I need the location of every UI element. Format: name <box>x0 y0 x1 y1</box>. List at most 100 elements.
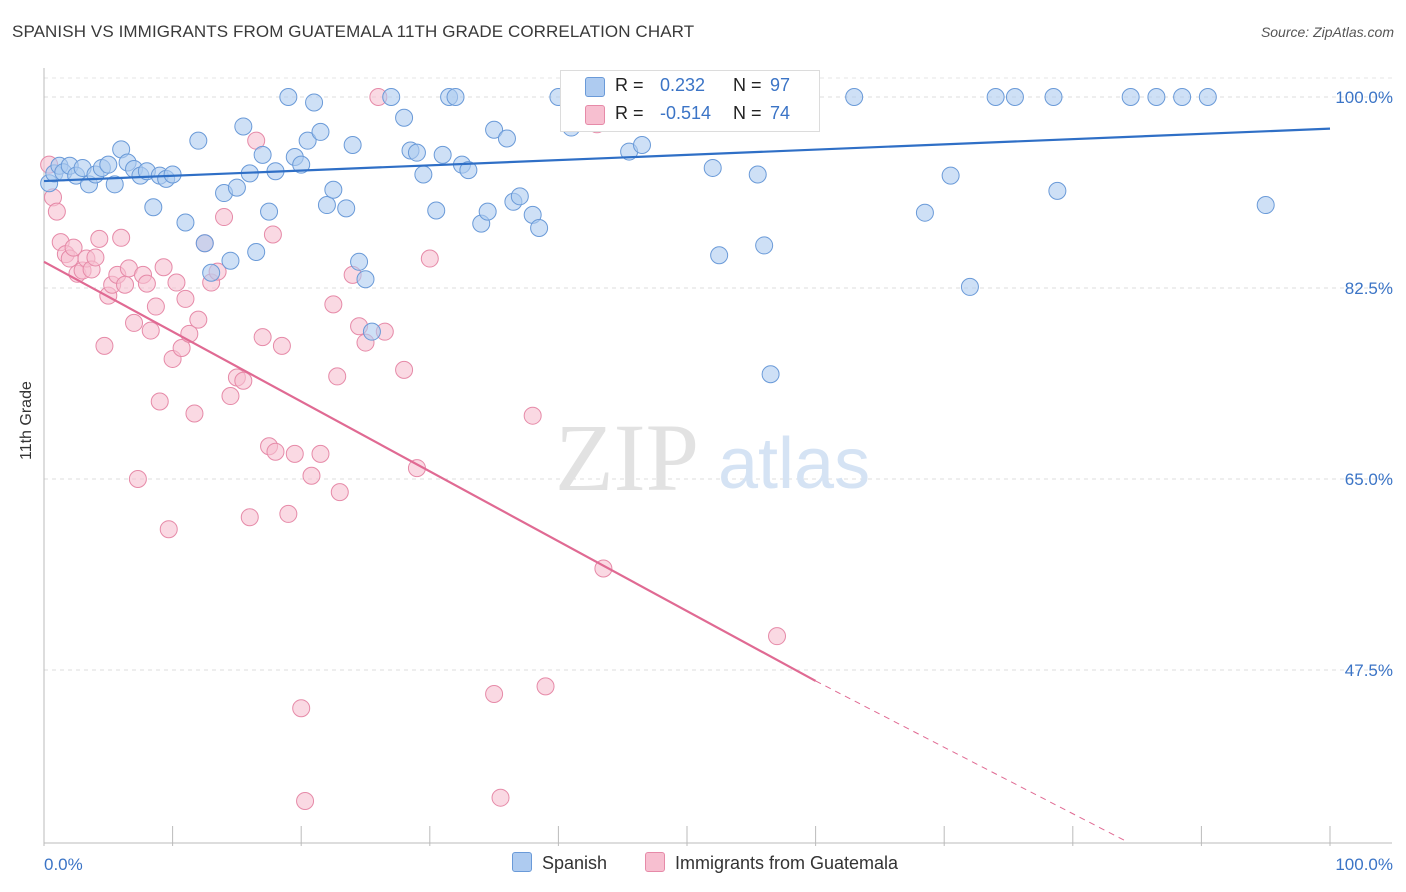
trend-lines <box>43 127 1331 841</box>
legend-n-value: 74 <box>770 103 791 123</box>
data-point-guatemala <box>420 249 439 268</box>
data-point-guatemala <box>536 677 555 696</box>
data-point-spanish <box>1005 88 1024 106</box>
data-point-spanish <box>362 322 381 341</box>
data-point-spanish <box>260 202 279 221</box>
data-point-spanish <box>247 242 266 261</box>
legend-r-label: R = <box>615 75 644 95</box>
data-point-spanish <box>350 252 369 271</box>
data-point-spanish <box>510 187 529 206</box>
data-point-spanish <box>1256 196 1275 215</box>
data-point-guatemala <box>116 275 135 294</box>
data-point-spanish <box>189 131 208 150</box>
data-point-spanish <box>227 178 246 197</box>
data-point-guatemala <box>234 371 253 390</box>
data-point-spanish <box>311 122 330 141</box>
data-point-spanish <box>1121 88 1140 106</box>
data-point-spanish <box>485 120 504 139</box>
data-point-guatemala <box>328 367 347 386</box>
stats-legend: R = 0.232 N = 97 R = -0.514 N = 74 <box>560 70 820 132</box>
data-point-guatemala <box>768 627 787 646</box>
data-point-guatemala <box>215 208 234 227</box>
data-point-spanish <box>176 213 195 232</box>
watermark-zip: ZIP <box>555 404 699 511</box>
data-point-spanish <box>317 196 336 215</box>
data-point-spanish <box>986 88 1005 106</box>
y-tick-label: 82.5% <box>1345 279 1393 298</box>
data-point-guatemala <box>395 360 414 379</box>
y-tick-label: 100.0% <box>1335 88 1393 107</box>
bottom-legend-label-spanish: Spanish <box>542 853 608 873</box>
data-point-guatemala <box>240 508 259 527</box>
legend-n-label: N = <box>733 75 762 95</box>
legend-r-label: R = <box>615 103 644 123</box>
data-point-spanish <box>703 158 722 177</box>
data-point-spanish <box>337 199 356 218</box>
data-point-guatemala <box>485 685 504 704</box>
data-point-spanish <box>845 88 864 106</box>
data-point-guatemala <box>47 202 66 221</box>
legend-swatch-guatemala <box>585 105 605 125</box>
data-point-spanish <box>433 145 452 164</box>
data-point-spanish <box>144 198 163 217</box>
data-point-spanish <box>446 88 465 106</box>
data-point-spanish <box>1173 88 1192 106</box>
legend-swatch-spanish <box>585 77 605 97</box>
data-point-guatemala <box>296 791 315 810</box>
data-point-spanish <box>298 131 317 150</box>
tick-labels: 100.0% 82.5% 65.0% 47.5% 0.0% 100.0% <box>44 88 1393 874</box>
trend-line-guatemala <box>43 260 817 682</box>
data-point-guatemala <box>141 321 160 340</box>
series-spanish <box>40 88 1275 384</box>
data-point-spanish <box>1198 88 1217 106</box>
data-point-guatemala <box>330 483 349 502</box>
data-point-spanish <box>530 218 549 237</box>
data-point-guatemala <box>279 504 298 523</box>
data-point-spanish <box>221 251 240 270</box>
data-point-guatemala <box>154 258 173 277</box>
data-point-spanish <box>761 365 780 384</box>
data-point-guatemala <box>112 228 131 247</box>
data-point-spanish <box>99 155 118 174</box>
data-point-spanish <box>632 136 651 155</box>
data-point-spanish <box>324 180 343 199</box>
bottom-legend-swatch-spanish <box>512 852 532 872</box>
watermark: ZIP atlas <box>555 404 870 511</box>
data-point-spanish <box>202 263 221 282</box>
x-tick-label: 0.0% <box>44 855 83 874</box>
data-point-spanish <box>497 129 516 148</box>
data-point-spanish <box>414 165 433 184</box>
data-point-guatemala <box>221 387 240 406</box>
source-label: Source: ZipAtlas.com <box>1260 24 1394 40</box>
data-point-spanish <box>395 108 414 127</box>
data-point-spanish <box>960 277 979 296</box>
watermark-atlas: atlas <box>718 424 870 504</box>
y-axis-label: 11th Grade <box>18 381 35 460</box>
bottom-legend-swatch-guatemala <box>645 852 665 872</box>
legend-n-label: N = <box>733 103 762 123</box>
data-point-spanish <box>407 143 426 162</box>
data-point-spanish <box>1048 181 1067 200</box>
data-point-guatemala <box>159 520 178 539</box>
data-point-spanish <box>710 246 729 265</box>
data-point-guatemala <box>272 336 291 355</box>
trend-line-spanish <box>43 127 1331 183</box>
data-point-guatemala <box>491 788 510 807</box>
axes <box>43 68 1392 846</box>
data-point-spanish <box>755 236 774 255</box>
data-point-spanish <box>105 175 124 194</box>
data-point-spanish <box>234 117 253 136</box>
data-point-guatemala <box>137 274 156 293</box>
data-point-guatemala <box>172 339 191 358</box>
data-point-spanish <box>305 93 324 112</box>
data-point-guatemala <box>189 310 208 329</box>
data-point-guatemala <box>324 295 343 314</box>
data-point-guatemala <box>90 229 109 248</box>
data-point-spanish <box>343 136 362 155</box>
data-point-guatemala <box>125 313 144 332</box>
data-point-spanish <box>279 88 298 106</box>
data-point-guatemala <box>523 406 542 425</box>
y-tick-label: 47.5% <box>1345 661 1393 680</box>
data-point-spanish <box>382 88 401 106</box>
